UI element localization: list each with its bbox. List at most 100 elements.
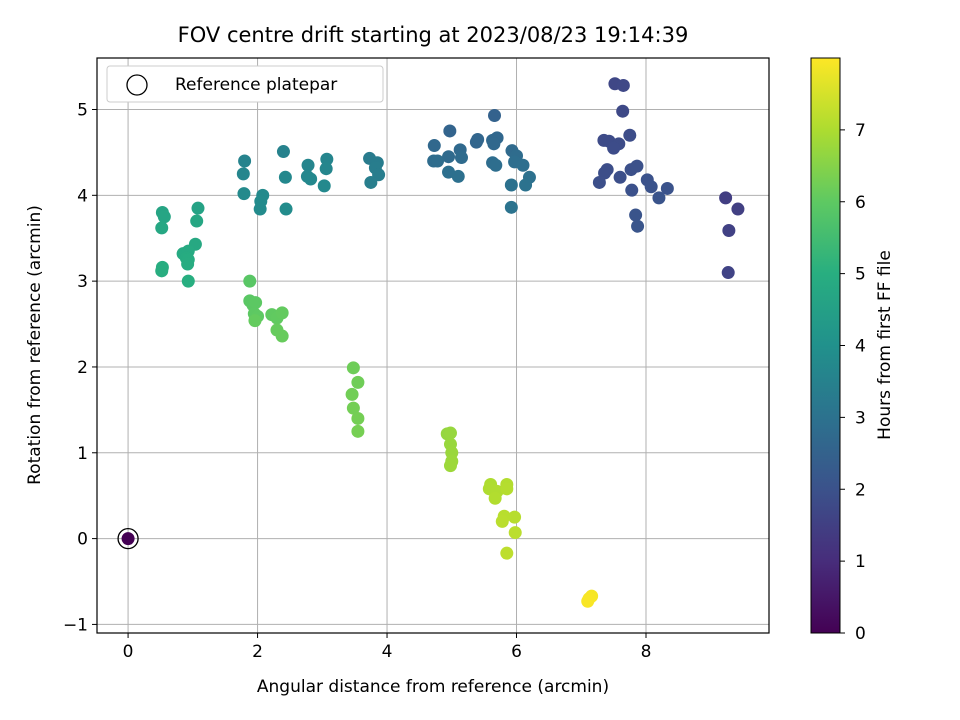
y-tick-label: 1 [77,444,88,464]
data-point [488,109,502,122]
y-tick-label: 2 [77,358,88,378]
data-point [623,128,637,142]
y-axis-label: Rotation from reference (arcmin) [25,205,45,485]
data-point [304,172,318,186]
data-point [451,169,465,183]
data-point [181,257,195,271]
x-tick-label: 0 [123,642,134,662]
data-point [488,491,502,505]
data-point [508,526,522,540]
legend-label: Reference platepar [175,75,337,95]
colorbar-gradient [810,57,841,634]
data-point [346,361,360,375]
colorbar-tick-label: 1 [855,552,866,572]
data-point [631,219,645,233]
data-point [275,306,289,320]
colorbar-tick-label: 0 [855,624,866,644]
reference-marker [117,527,139,550]
colorbar-tick-label: 7 [855,121,866,141]
data-point [607,141,621,155]
plot-frame [96,57,770,634]
legend-box [106,65,384,103]
data-point [722,224,736,237]
data-point [508,510,522,524]
x-tick-label: 4 [382,642,393,662]
chart-title: FOV centre drift starting at 2023/08/23 … [178,23,689,47]
y-tick-label: 5 [77,100,88,120]
data-point [443,459,457,473]
y-axis: −1 0 1 2 3 4 5 [63,100,97,635]
data-point [719,191,733,205]
data-point [500,546,514,560]
colorbar-tick-label: 2 [855,480,866,500]
data-point [320,152,334,166]
data-point [155,221,169,235]
data-point [253,202,267,216]
data-point [625,183,639,197]
data-point [504,178,518,192]
data-point [652,191,666,205]
data-point [243,274,257,288]
data-point [592,175,606,189]
data-point [660,181,674,195]
data-point [616,104,630,118]
data-point [345,387,359,401]
data-point [613,170,627,184]
y-tick-label: 4 [77,186,88,206]
data-point [157,210,171,224]
legend: Reference platepar [106,65,384,103]
data-point [181,274,195,288]
data-point [155,264,169,278]
data-point [317,179,331,193]
data-point [237,187,251,201]
data-point [249,296,263,310]
data-point [279,202,293,216]
data-point [629,208,643,222]
data-point [489,158,503,172]
colorbar-tick-label: 6 [855,193,866,213]
data-point [721,266,735,280]
data-point [427,139,441,153]
data-point [442,165,456,179]
legend-marker [126,74,148,96]
data-point [516,158,530,172]
x-axis-label: Angular distance from reference (arcmin) [257,677,609,697]
data-point [301,158,315,172]
data-point [644,180,658,194]
data-point [500,482,514,496]
colorbar-label: Hours from first FF file [875,250,895,440]
data-point [443,426,457,440]
data-point [351,424,365,438]
grid [97,58,769,633]
data-point [319,162,333,176]
data-point [346,401,360,415]
colorbar-tick-label: 3 [855,408,866,428]
data-point [278,170,292,184]
colorbar-ticks: 0 1 2 3 4 5 6 7 [840,121,866,644]
data-point [275,329,289,343]
data-point [364,175,378,189]
x-tick-label: 2 [252,642,263,662]
x-axis: 0 2 4 6 8 [123,633,652,662]
colorbar: 0 1 2 3 4 5 6 7 Hours from first FF file [810,57,895,644]
data-point [487,137,501,151]
data-points [117,77,745,608]
data-point [351,411,365,425]
data-point [236,167,250,181]
data-point [630,159,644,173]
y-tick-label: 3 [77,272,88,292]
data-point [121,532,135,546]
data-point [190,214,204,228]
data-point [616,78,630,92]
y-tick-label: 0 [77,530,88,550]
colorbar-tick-label: 4 [855,337,866,357]
data-point [238,154,252,168]
y-tick-label: −1 [63,615,88,635]
data-point [504,200,518,214]
x-tick-label: 6 [511,642,522,662]
data-point [581,594,595,608]
x-tick-label: 8 [641,642,652,662]
data-point [431,154,445,168]
data-point [731,202,745,216]
